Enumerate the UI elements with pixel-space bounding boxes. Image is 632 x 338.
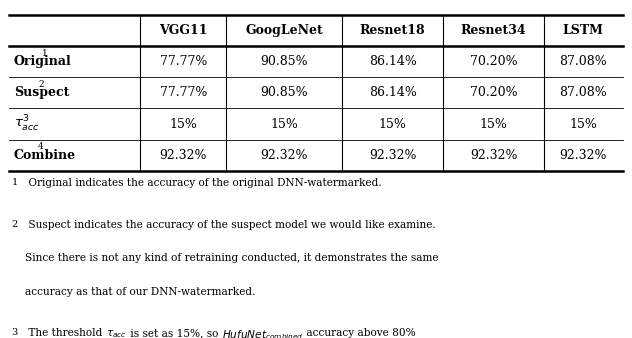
Text: 15%: 15% <box>270 118 298 130</box>
Text: 2: 2 <box>38 80 44 89</box>
Text: 4: 4 <box>38 142 44 151</box>
Text: Suspect indicates the accuracy of the suspect model we would like examine.: Suspect indicates the accuracy of the su… <box>25 220 436 230</box>
Text: 92.32%: 92.32% <box>159 149 207 162</box>
Text: VGG11: VGG11 <box>159 24 207 37</box>
Text: $\tau^3_{acc}$: $\tau^3_{acc}$ <box>14 114 40 134</box>
Text: is set as 15%, so: is set as 15%, so <box>127 329 222 338</box>
Text: Suspect: Suspect <box>14 87 70 99</box>
Text: Since there is not any kind of retraining conducted, it demonstrates the same: Since there is not any kind of retrainin… <box>25 253 439 263</box>
Text: 92.32%: 92.32% <box>369 149 416 162</box>
Text: Resnet34: Resnet34 <box>461 24 526 37</box>
Text: 92.32%: 92.32% <box>470 149 518 162</box>
Text: 15%: 15% <box>480 118 507 130</box>
Text: 70.20%: 70.20% <box>470 55 518 68</box>
Text: 92.32%: 92.32% <box>260 149 308 162</box>
Text: 15%: 15% <box>569 118 597 130</box>
Text: 92.32%: 92.32% <box>559 149 607 162</box>
Text: 1: 1 <box>42 49 47 58</box>
Text: $\tau_{acc}$: $\tau_{acc}$ <box>106 329 127 338</box>
Text: 2: 2 <box>11 220 18 229</box>
Text: 86.14%: 86.14% <box>368 87 416 99</box>
Text: 1: 1 <box>11 178 18 187</box>
Text: Original: Original <box>14 55 71 68</box>
Text: accuracy above 80%: accuracy above 80% <box>303 329 416 338</box>
Text: LSTM: LSTM <box>563 24 604 37</box>
Text: 90.85%: 90.85% <box>260 55 308 68</box>
Text: 87.08%: 87.08% <box>559 87 607 99</box>
Text: Resnet18: Resnet18 <box>360 24 425 37</box>
Text: 90.85%: 90.85% <box>260 87 308 99</box>
Text: 15%: 15% <box>169 118 197 130</box>
Text: 86.14%: 86.14% <box>368 55 416 68</box>
Text: 77.77%: 77.77% <box>160 87 207 99</box>
Text: GoogLeNet: GoogLeNet <box>245 24 323 37</box>
Text: 3: 3 <box>11 329 18 337</box>
Text: The threshold: The threshold <box>25 329 106 338</box>
Text: 15%: 15% <box>379 118 406 130</box>
Text: 87.08%: 87.08% <box>559 55 607 68</box>
Text: accuracy as that of our DNN-watermarked.: accuracy as that of our DNN-watermarked. <box>25 287 256 297</box>
Text: Original indicates the accuracy of the original DNN-watermarked.: Original indicates the accuracy of the o… <box>25 178 382 188</box>
Text: $\mathit{HufuNet}_{combined}$: $\mathit{HufuNet}_{combined}$ <box>222 329 303 338</box>
Text: 70.20%: 70.20% <box>470 87 518 99</box>
Text: Combine: Combine <box>14 149 76 162</box>
Text: 77.77%: 77.77% <box>160 55 207 68</box>
